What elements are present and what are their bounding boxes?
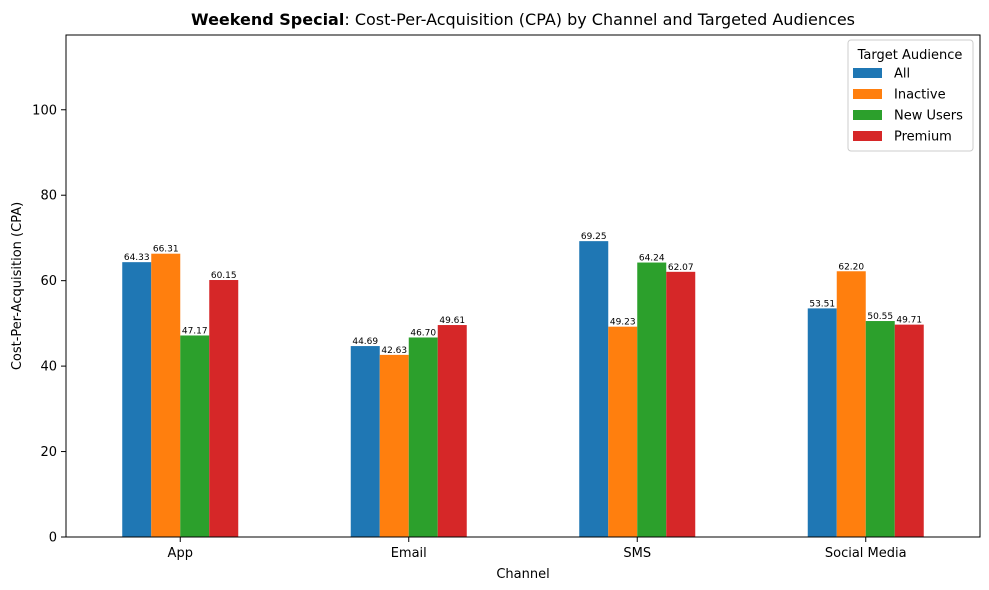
bar-sms-inactive: [608, 326, 638, 537]
bar-sms-new-users: [637, 262, 667, 537]
legend: Target Audience All Inactive New Users Prem…: [847, 39, 974, 152]
bar-social-media-premium: [894, 324, 924, 537]
y-tick-label-80: 80: [40, 189, 57, 204]
x-axis-label: Channel: [496, 567, 549, 582]
x-tick-label-sms: SMS: [623, 546, 651, 561]
x-tick-label-email: Email: [391, 546, 427, 561]
y-axis-label: Cost-Per-Acquisition (CPA): [10, 202, 25, 370]
value-label-social-media-premium: 49.71: [896, 316, 922, 326]
bar-email-premium: [437, 325, 467, 537]
x-tick-label-app: App: [168, 546, 193, 561]
y-tick-label-40: 40: [40, 360, 57, 375]
value-label-sms-inactive: 49.23: [610, 318, 636, 328]
value-label-app-new-users: 47.17: [182, 326, 208, 336]
bars-group: [122, 241, 924, 537]
y-axis: 0 20 40 60 80 100: [32, 103, 66, 546]
y-tick-label-100: 100: [32, 103, 57, 118]
bar-email-new-users: [408, 337, 438, 537]
legend-swatch-all: [853, 68, 882, 78]
value-label-email-all: 44.69: [352, 337, 378, 347]
bar-social-media-new-users: [865, 321, 895, 537]
bar-sms-all: [579, 241, 609, 537]
y-tick-label-20: 20: [40, 445, 57, 460]
value-label-email-new-users: 46.70: [410, 328, 436, 338]
y-tick-label-0: 0: [49, 531, 57, 546]
bar-email-all: [350, 346, 380, 537]
value-label-sms-new-users: 64.24: [639, 254, 665, 264]
legend-swatch-premium: [853, 131, 882, 141]
y-tick-label-60: 60: [40, 274, 57, 289]
chart-title-rest: : Cost-Per-Acquisition (CPA) by Channel …: [344, 10, 855, 29]
bar-app-all: [122, 262, 152, 537]
bar-email-inactive: [379, 354, 409, 537]
chart-title: Weekend Special: Cost-Per-Acquisition (C…: [191, 10, 855, 29]
legend-label-new-users: New Users: [894, 109, 963, 124]
bar-sms-premium: [666, 271, 696, 537]
legend-swatch-inactive: [853, 89, 882, 99]
bar-app-new-users: [180, 335, 210, 537]
legend-label-premium: Premium: [894, 130, 952, 145]
value-label-app-all: 64.33: [124, 253, 150, 263]
legend-entries: All Inactive New Users Premium: [853, 67, 963, 145]
legend-swatch-new-users: [853, 110, 882, 120]
value-label-social-media-new-users: 50.55: [867, 312, 893, 322]
value-label-app-premium: 60.15: [211, 271, 237, 281]
legend-label-inactive: Inactive: [894, 88, 946, 103]
value-label-social-media-all: 53.51: [809, 299, 835, 309]
x-tick-label-social-media: Social Media: [825, 546, 907, 561]
legend-box: [847, 39, 974, 152]
bar-app-premium: [209, 280, 239, 537]
bar-social-media-all: [807, 308, 837, 537]
value-label-email-premium: 49.61: [439, 316, 465, 326]
legend-label-all: All: [894, 67, 910, 82]
plot-frame: [65, 34, 981, 538]
chart-title-bold: Weekend Special: [191, 10, 344, 29]
bar-app-inactive: [151, 253, 181, 537]
value-label-app-inactive: 66.31: [153, 245, 179, 255]
value-label-email-inactive: 42.63: [381, 346, 407, 356]
value-label-sms-premium: 62.07: [668, 263, 694, 273]
legend-title: Target Audience: [857, 48, 963, 63]
x-axis: App Email SMS Social Media: [168, 537, 907, 561]
value-label-social-media-inactive: 62.20: [838, 262, 864, 272]
value-label-sms-all: 69.25: [581, 232, 607, 242]
bar-social-media-inactive: [836, 271, 866, 537]
